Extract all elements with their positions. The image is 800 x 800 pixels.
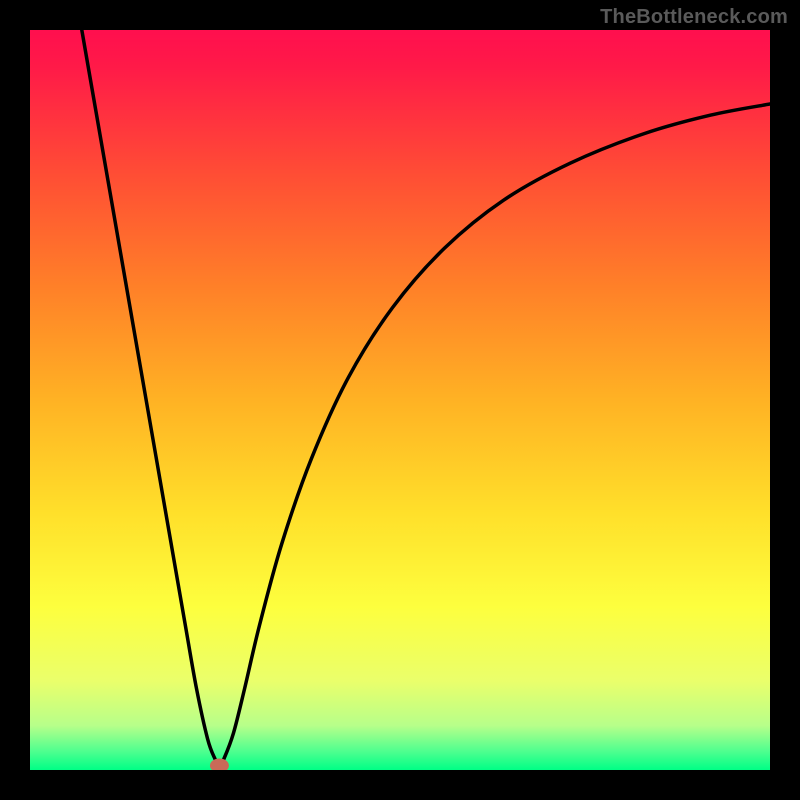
minimum-marker bbox=[210, 759, 228, 770]
watermark-text: TheBottleneck.com bbox=[600, 6, 788, 29]
chart-frame: TheBottleneck.com bbox=[0, 0, 800, 800]
plot-area bbox=[30, 30, 770, 770]
gradient-background bbox=[30, 30, 770, 770]
chart-svg bbox=[30, 30, 770, 770]
